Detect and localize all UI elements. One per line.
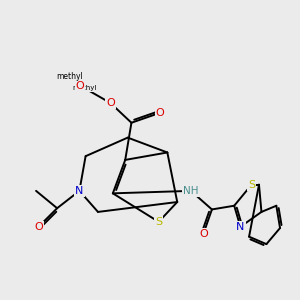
- Text: O: O: [106, 98, 115, 108]
- Text: O: O: [199, 229, 208, 239]
- Text: O: O: [34, 222, 43, 232]
- Text: N: N: [236, 222, 244, 232]
- Text: methyl: methyl: [72, 85, 97, 91]
- Text: O: O: [76, 81, 84, 91]
- Text: NH: NH: [183, 186, 199, 196]
- Text: S: S: [155, 217, 162, 227]
- Text: methyl: methyl: [56, 72, 83, 81]
- Text: O: O: [106, 98, 115, 108]
- Text: O: O: [155, 108, 164, 118]
- Text: N: N: [75, 186, 84, 196]
- Text: S: S: [248, 180, 255, 190]
